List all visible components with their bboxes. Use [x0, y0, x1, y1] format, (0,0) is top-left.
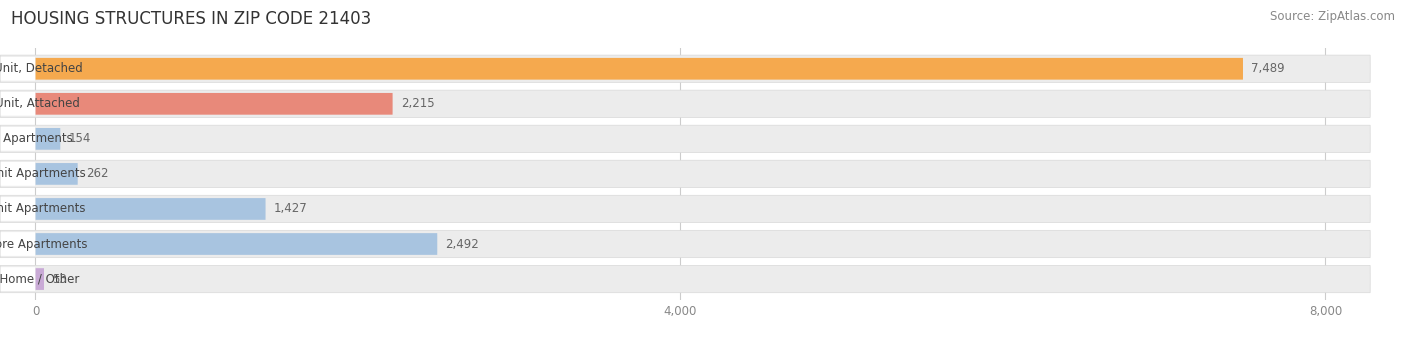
- FancyBboxPatch shape: [35, 268, 44, 290]
- Text: 2,215: 2,215: [401, 97, 434, 110]
- FancyBboxPatch shape: [0, 125, 1371, 152]
- FancyBboxPatch shape: [0, 90, 1371, 118]
- FancyBboxPatch shape: [0, 197, 35, 221]
- FancyBboxPatch shape: [0, 92, 35, 116]
- FancyBboxPatch shape: [35, 198, 266, 220]
- FancyBboxPatch shape: [0, 160, 1371, 188]
- FancyBboxPatch shape: [35, 163, 77, 185]
- Text: 7,489: 7,489: [1251, 62, 1285, 75]
- FancyBboxPatch shape: [35, 58, 1243, 80]
- FancyBboxPatch shape: [0, 230, 1371, 258]
- Text: Source: ZipAtlas.com: Source: ZipAtlas.com: [1270, 10, 1395, 23]
- FancyBboxPatch shape: [0, 57, 35, 81]
- Text: 2 Unit Apartments: 2 Unit Apartments: [0, 132, 72, 145]
- FancyBboxPatch shape: [0, 127, 35, 151]
- Text: Single Unit, Attached: Single Unit, Attached: [0, 97, 80, 110]
- Text: 3 or 4 Unit Apartments: 3 or 4 Unit Apartments: [0, 167, 86, 180]
- FancyBboxPatch shape: [0, 265, 1371, 293]
- Text: 1,427: 1,427: [274, 203, 308, 216]
- FancyBboxPatch shape: [0, 195, 1371, 223]
- Text: HOUSING STRUCTURES IN ZIP CODE 21403: HOUSING STRUCTURES IN ZIP CODE 21403: [11, 10, 371, 28]
- Text: 154: 154: [69, 132, 91, 145]
- Text: 10 or more Apartments: 10 or more Apartments: [0, 237, 87, 251]
- Text: Single Unit, Detached: Single Unit, Detached: [0, 62, 83, 75]
- FancyBboxPatch shape: [0, 232, 35, 256]
- Text: 262: 262: [86, 167, 108, 180]
- FancyBboxPatch shape: [0, 162, 35, 186]
- FancyBboxPatch shape: [35, 128, 60, 150]
- Text: 5 to 9 Unit Apartments: 5 to 9 Unit Apartments: [0, 203, 86, 216]
- FancyBboxPatch shape: [35, 93, 392, 115]
- Text: 53: 53: [52, 272, 67, 285]
- Text: 2,492: 2,492: [446, 237, 479, 251]
- Text: Mobile Home / Other: Mobile Home / Other: [0, 272, 79, 285]
- FancyBboxPatch shape: [0, 267, 35, 291]
- FancyBboxPatch shape: [0, 55, 1371, 83]
- FancyBboxPatch shape: [35, 233, 437, 255]
